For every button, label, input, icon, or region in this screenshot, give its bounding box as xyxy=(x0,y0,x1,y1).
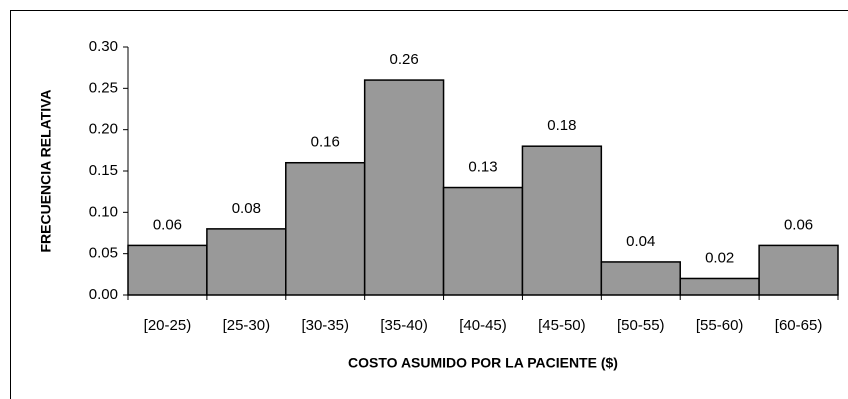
x-tick-label: [40-45) xyxy=(459,317,507,334)
bar xyxy=(442,186,524,296)
x-axis-title: COSTO ASUMIDO POR LA PACIENTE ($) xyxy=(348,355,618,371)
x-tick-label: [30-35) xyxy=(301,317,349,334)
y-tick-label: 0.15 xyxy=(89,162,118,179)
x-tick-label: [20-25) xyxy=(144,317,192,334)
bar xyxy=(285,161,366,296)
data-label: 0.08 xyxy=(232,200,261,217)
data-label: 0.16 xyxy=(311,134,340,151)
data-label: 0.13 xyxy=(468,159,497,176)
y-tick-label: 0.10 xyxy=(89,203,118,220)
data-label: 0.02 xyxy=(705,249,734,266)
data-label: 0.18 xyxy=(547,117,576,134)
bar xyxy=(679,277,760,296)
y-axis-title: FRECUENCIA RELATIVA xyxy=(38,89,54,252)
y-tick-label: 0.25 xyxy=(89,79,118,96)
data-label: 0.04 xyxy=(626,233,655,250)
y-tick-label: 0.05 xyxy=(89,245,118,262)
bar xyxy=(758,244,839,296)
x-tick-label: [45-50) xyxy=(538,317,586,334)
bar xyxy=(127,244,208,296)
bar xyxy=(206,228,287,296)
x-tick-label: [50-55) xyxy=(617,317,665,334)
x-tick-label: [35-40) xyxy=(380,317,428,334)
chart-frame xyxy=(10,10,848,399)
data-label: 0.26 xyxy=(390,51,419,68)
y-tick-label: 0.00 xyxy=(89,286,118,303)
y-tick-label: 0.30 xyxy=(89,38,118,55)
x-tick-label: [60-65) xyxy=(775,317,823,334)
bar xyxy=(521,145,603,296)
data-label: 0.06 xyxy=(784,216,813,233)
bar xyxy=(363,79,445,296)
x-tick-label: [55-60) xyxy=(696,317,744,334)
data-label: 0.06 xyxy=(153,216,182,233)
x-tick-label: [25-30) xyxy=(223,317,271,334)
y-tick-label: 0.20 xyxy=(89,121,118,138)
bar xyxy=(600,261,681,296)
